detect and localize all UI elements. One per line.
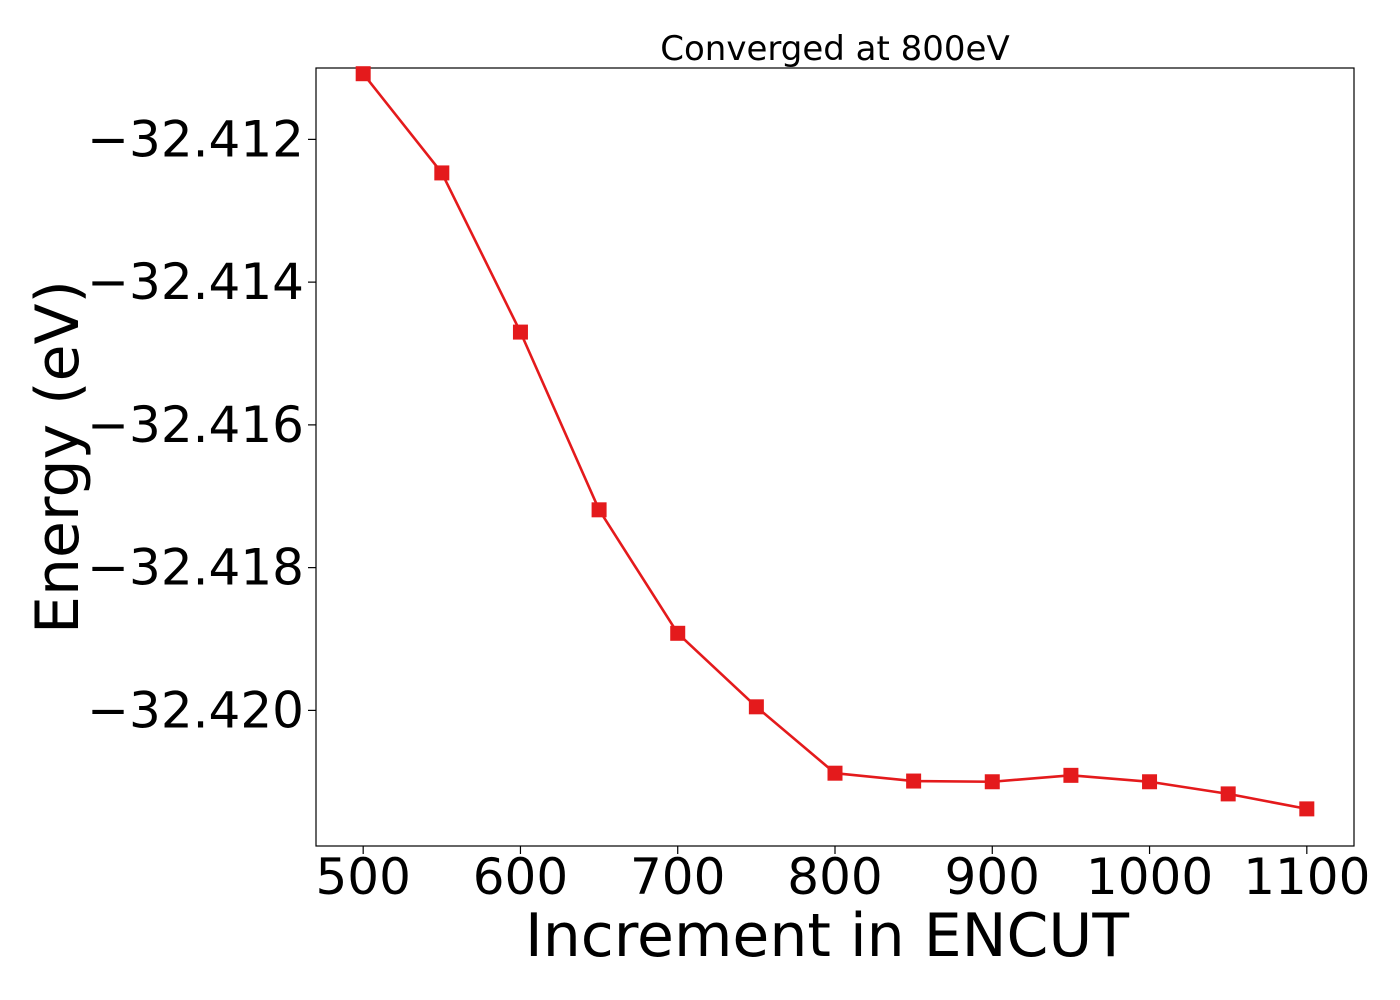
data-point-marker — [434, 165, 450, 181]
x-tick-label: 700 — [630, 848, 725, 906]
x-tick-label: 500 — [315, 848, 410, 906]
x-tick-label: 900 — [945, 848, 1040, 906]
data-point-marker — [670, 625, 686, 641]
data-point-marker — [748, 699, 764, 715]
y-tick-label: −32.416 — [87, 396, 304, 454]
y-axis: −32.412 −32.414 −32.416 −32.418 −32.420 — [87, 110, 316, 739]
series-layer — [355, 66, 1315, 817]
y-tick-label: −32.418 — [87, 539, 304, 597]
data-point-marker — [591, 502, 607, 518]
x-tick-label: 600 — [473, 848, 568, 906]
data-point-marker — [1063, 767, 1079, 783]
data-point-marker — [906, 773, 922, 789]
data-point-marker — [1220, 786, 1236, 802]
x-axis: 500 600 700 800 900 1000 1100 — [315, 846, 1370, 906]
data-point-marker — [512, 324, 528, 340]
data-point-marker — [1142, 774, 1158, 790]
x-tick-label: 800 — [787, 848, 882, 906]
plot-area-frame — [315, 67, 1355, 847]
x-axis-label: Increment in ENCUT — [525, 901, 1129, 971]
y-tick-label: −32.414 — [87, 253, 304, 311]
y-tick-label: −32.420 — [87, 681, 304, 739]
x-tick-label: 1000 — [1086, 848, 1213, 906]
data-point-marker — [984, 774, 1000, 790]
y-tick-label: −32.412 — [87, 110, 304, 168]
x-tick-label: 1100 — [1243, 848, 1370, 906]
series-line — [362, 72, 1308, 811]
data-point-marker — [827, 765, 843, 781]
data-point-marker — [1299, 801, 1315, 817]
y-axis-label: Energy (eV) — [23, 280, 93, 634]
chart-title: Converged at 800eV — [660, 29, 1009, 69]
data-point-marker — [355, 66, 371, 82]
